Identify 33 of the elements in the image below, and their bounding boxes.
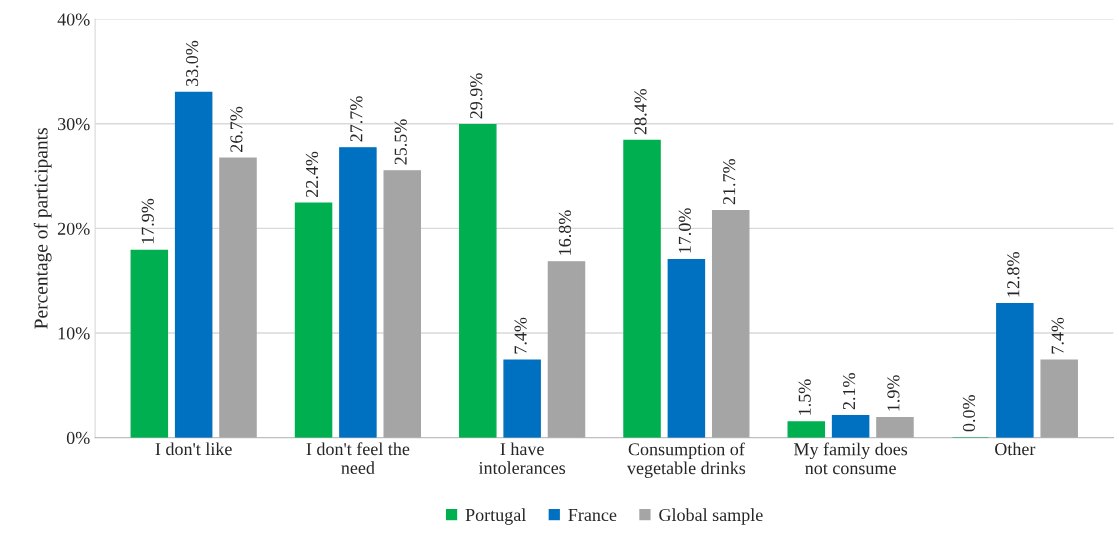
data-label: 28.4%	[634, 88, 647, 135]
data-label: 2.1%	[842, 373, 856, 410]
data-label: 26.7%	[230, 106, 243, 152]
y-tick-label: 0%	[66, 431, 90, 445]
legend-label: Portugal	[465, 508, 526, 525]
x-tick-label: I have intolerances	[478, 442, 566, 475]
data-label: 17.9%	[141, 198, 154, 244]
data-label: 16.8%	[558, 210, 572, 255]
data-label: 17.0%	[678, 208, 691, 253]
data-label: 21.7%	[723, 159, 736, 205]
y-tick-label: 40%	[57, 13, 90, 26]
x-tick-label: Other	[995, 442, 1036, 456]
x-tick-label: I don't like	[155, 442, 232, 456]
legend-label: Global sample	[659, 508, 763, 525]
x-tick-label: I don't feel the need	[306, 442, 410, 475]
x-tick-label: Consumption of vegetable drinks	[626, 442, 746, 478]
data-label: 25.5%	[394, 119, 407, 165]
data-label: 12.8%	[1007, 252, 1020, 297]
y-tick-label: 30%	[58, 118, 90, 131]
data-label: 0.0%	[962, 395, 976, 432]
data-label: 1.5%	[798, 379, 811, 415]
data-label: 33.0%	[185, 40, 199, 86]
data-label: 1.9%	[887, 375, 900, 411]
y-tick-label: 10%	[58, 327, 90, 340]
data-label: 22.4%	[305, 151, 319, 197]
data-label: 29.9%	[470, 73, 483, 119]
data-label: 7.4%	[1051, 317, 1064, 354]
legend-label: France	[568, 509, 617, 522]
y-tick-label: 20%	[57, 222, 90, 235]
data-label: 27.7%	[350, 96, 363, 142]
data-label: 7.4%	[514, 317, 527, 354]
x-tick-label: My family does not consume	[793, 442, 908, 475]
y-axis-title: Percentage of participants	[33, 128, 52, 329]
